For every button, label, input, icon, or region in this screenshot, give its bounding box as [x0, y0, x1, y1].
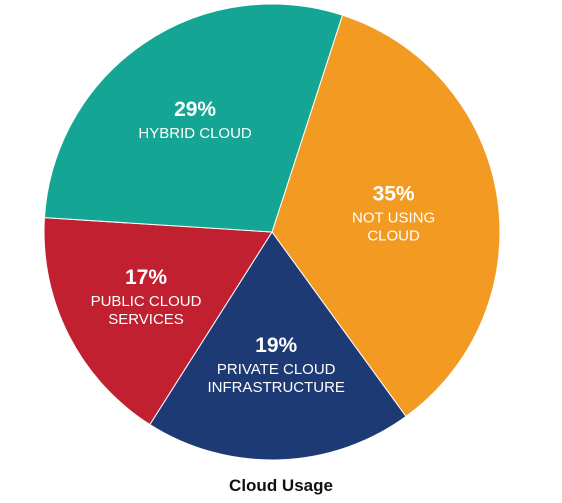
slice-category-label: NOT USING [352, 210, 435, 227]
slice-percent-label: 29% [174, 98, 216, 121]
slice-category-label: PRIVATE CLOUD [217, 361, 336, 378]
pie-slice-1 [149, 231, 407, 461]
pie-slice-3 [43, 3, 344, 233]
chart-title: Cloud Usage [229, 476, 333, 495]
pie-slice-2 [43, 217, 273, 426]
slice-category-label: PUBLIC CLOUD [91, 293, 202, 310]
pie-slices [43, 3, 501, 461]
slice-category-label: INFRASTRUCTURE [207, 379, 345, 396]
slice-percent-label: 19% [255, 334, 297, 357]
slice-category-label: CLOUD [367, 228, 420, 245]
slice-percent-label: 35% [373, 183, 415, 206]
slice-category-label: HYBRID CLOUD [138, 125, 252, 142]
pie-slice-0 [271, 14, 501, 418]
slice-category-label: SERVICES [108, 311, 184, 328]
slice-percent-label: 17% [125, 266, 167, 289]
